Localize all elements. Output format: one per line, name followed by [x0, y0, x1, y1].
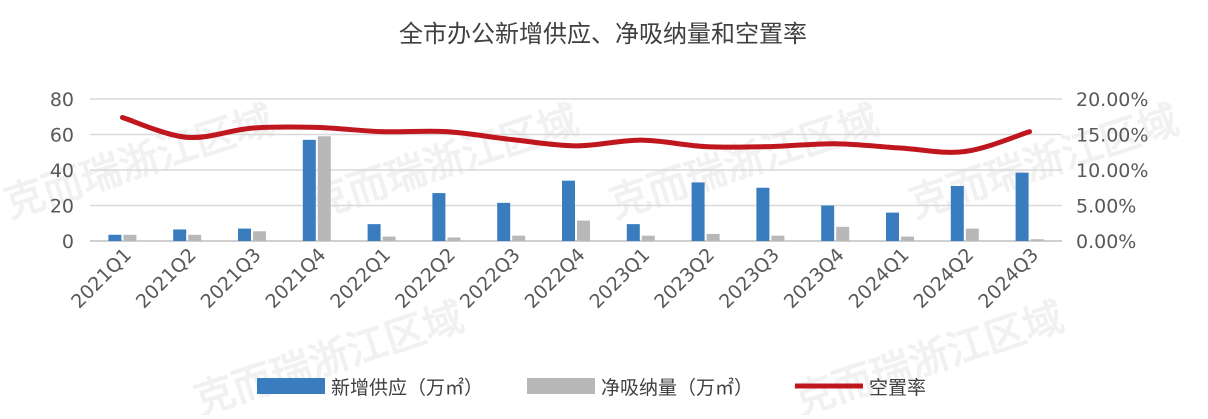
bar-net-absorption	[707, 234, 720, 241]
bar-net-absorption	[512, 236, 525, 241]
bar-new-supply	[108, 235, 121, 241]
y-right-tick-label: 20.00%	[1076, 89, 1148, 111]
x-tick-label: 2022Q1	[326, 244, 395, 313]
bar-net-absorption	[318, 136, 331, 241]
bar-new-supply	[173, 229, 186, 241]
x-tick-label: 2022Q4	[521, 244, 590, 313]
y-right-tick-label: 10.00%	[1076, 160, 1148, 182]
legend-label: 净吸纳量（万㎡）	[601, 376, 753, 399]
x-tick-label: 2024Q1	[845, 244, 914, 313]
y-right-tick-label: 15.00%	[1076, 125, 1148, 147]
bar-net-absorption	[383, 237, 396, 241]
x-axis-labels: 2021Q12021Q22021Q32021Q42022Q12022Q22022…	[67, 244, 1043, 313]
bar-new-supply	[692, 182, 705, 241]
bar-net-absorption	[577, 221, 590, 241]
x-tick-label: 2023Q3	[715, 244, 784, 313]
x-tick-label: 2023Q4	[780, 244, 849, 313]
bar-net-absorption	[966, 229, 979, 241]
y-left-tick-label: 0	[62, 231, 74, 253]
bar-marks	[108, 136, 1043, 241]
bar-new-supply	[821, 206, 834, 242]
bar-net-absorption	[188, 235, 201, 241]
y-left-tick-label: 60	[50, 125, 74, 147]
bar-net-absorption	[901, 237, 914, 241]
bar-net-absorption	[836, 227, 849, 241]
x-tick-label: 2023Q1	[585, 244, 654, 313]
watermark-text: 克而瑞浙江区域	[0, 97, 279, 227]
legend-swatch	[257, 378, 325, 394]
y-right-tick-label: 5.00%	[1076, 196, 1136, 218]
bar-net-absorption	[123, 235, 136, 241]
bar-net-absorption	[771, 236, 784, 241]
bar-new-supply	[432, 193, 445, 241]
bar-new-supply	[886, 213, 899, 241]
x-tick-label: 2024Q2	[909, 244, 978, 313]
x-tick-label: 2021Q2	[132, 244, 201, 313]
x-tick-label: 2022Q3	[456, 244, 525, 313]
legend-swatch	[527, 378, 595, 394]
bar-new-supply	[627, 224, 640, 241]
x-tick-label: 2021Q1	[67, 244, 136, 313]
legend-label: 空置率	[869, 377, 926, 399]
y-right-tick-label: 0.00%	[1076, 231, 1136, 253]
legend-label: 新增供应（万㎡）	[331, 376, 483, 399]
y-left-tick-label: 40	[50, 160, 74, 182]
y-axis-left-labels: 0 20 40 60 80	[50, 89, 74, 253]
watermark-text: 克而瑞浙江区域	[789, 294, 1070, 415]
y-left-tick-label: 80	[50, 89, 74, 111]
watermark-text: 克而瑞浙江区域	[604, 97, 885, 227]
x-tick-label: 2023Q2	[650, 244, 719, 313]
bar-new-supply	[1016, 173, 1029, 241]
bar-new-supply	[951, 186, 964, 241]
bar-new-supply	[497, 203, 510, 241]
bar-new-supply	[238, 229, 251, 241]
y-left-tick-label: 20	[50, 196, 74, 218]
bar-new-supply	[303, 140, 316, 241]
chart-title: 全市办公新增供应、净吸纳量和空置率	[399, 20, 807, 48]
bar-net-absorption	[642, 236, 655, 241]
x-tick-label: 2021Q3	[197, 244, 266, 313]
bar-new-supply	[756, 188, 769, 241]
bar-net-absorption	[253, 231, 266, 241]
bar-net-absorption	[447, 237, 460, 241]
x-tick-label: 2021Q4	[261, 244, 330, 313]
bar-net-absorption	[1031, 239, 1044, 241]
bar-new-supply	[368, 224, 381, 241]
bar-new-supply	[562, 181, 575, 241]
